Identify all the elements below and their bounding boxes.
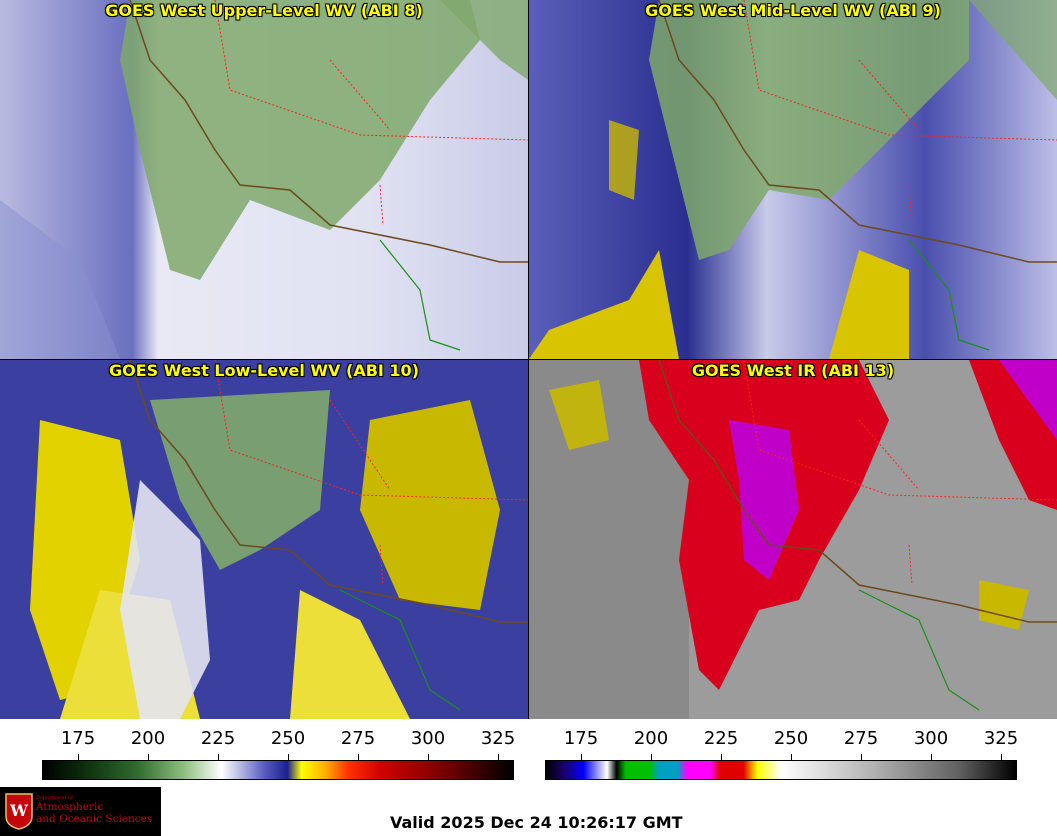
- tick-mark: [651, 754, 652, 760]
- tick-mark: [358, 754, 359, 760]
- wv-colorbar-strip: [42, 760, 514, 780]
- logo-line2: Atmospheric: [36, 801, 104, 813]
- aos-logo: W Department of Atmospheric and Oceanic …: [0, 787, 161, 836]
- tick-label: 225: [200, 728, 236, 749]
- ir-colorbar: 175 200 225 250 275 300 325: [545, 728, 1019, 780]
- tick-mark: [428, 754, 429, 760]
- panel-title: GOES West Low-Level WV (ABI 10): [108, 361, 419, 380]
- mid-level-wv-image: [529, 0, 1057, 359]
- ir-colorbar-strip: [545, 760, 1017, 780]
- wv-colorbar: 175 200 225 250 275 300 325: [42, 728, 516, 780]
- tick-label: 300: [913, 728, 949, 749]
- logo-text: Department of Atmospheric and Oceanic Sc…: [36, 795, 152, 825]
- tick-label: 300: [410, 728, 446, 749]
- panel-title: GOES West Upper-Level WV (ABI 8): [105, 1, 423, 20]
- upper-level-wv-image: [0, 0, 528, 359]
- logo-line3: and Oceanic Sciences: [36, 813, 153, 825]
- tick-mark: [1001, 754, 1002, 760]
- tick-label: 225: [703, 728, 739, 749]
- upper-level-wv-panel: GOES West Upper-Level WV (ABI 8): [0, 0, 528, 359]
- tick-mark: [791, 754, 792, 760]
- tick-mark: [581, 754, 582, 760]
- panel-title: GOES West Mid-Level WV (ABI 9): [645, 1, 941, 20]
- mid-level-wv-panel: GOES West Mid-Level WV (ABI 9): [529, 0, 1057, 359]
- tick-label: 275: [843, 728, 879, 749]
- tick-label: 200: [130, 728, 166, 749]
- seal-letter: W: [9, 801, 29, 820]
- logo-line1: Department of: [36, 795, 73, 801]
- tick-mark: [498, 754, 499, 760]
- tick-mark: [861, 754, 862, 760]
- tick-label: 175: [563, 728, 599, 749]
- tick-label: 275: [340, 728, 376, 749]
- panel-title: GOES West IR (ABI 13): [691, 361, 895, 380]
- tick-label: 175: [60, 728, 96, 749]
- tick-label: 250: [270, 728, 306, 749]
- tick-mark: [931, 754, 932, 760]
- tick-label: 325: [983, 728, 1019, 749]
- tick-label: 250: [773, 728, 809, 749]
- ir-image: [529, 360, 1057, 719]
- ir-panel: GOES West IR (ABI 13): [529, 360, 1057, 719]
- tick-mark: [218, 754, 219, 760]
- tick-mark: [721, 754, 722, 760]
- low-level-wv-panel: GOES West Low-Level WV (ABI 10): [0, 360, 528, 719]
- valid-timestamp: Valid 2025 Dec 24 10:26:17 GMT: [390, 813, 683, 832]
- tick-mark: [148, 754, 149, 760]
- university-seal-icon: W: [5, 793, 33, 830]
- tick-mark: [288, 754, 289, 760]
- panel-divider-horizontal: [0, 359, 1057, 360]
- tick-label: 325: [480, 728, 516, 749]
- tick-mark: [78, 754, 79, 760]
- low-level-wv-image: [0, 360, 528, 719]
- tick-label: 200: [633, 728, 669, 749]
